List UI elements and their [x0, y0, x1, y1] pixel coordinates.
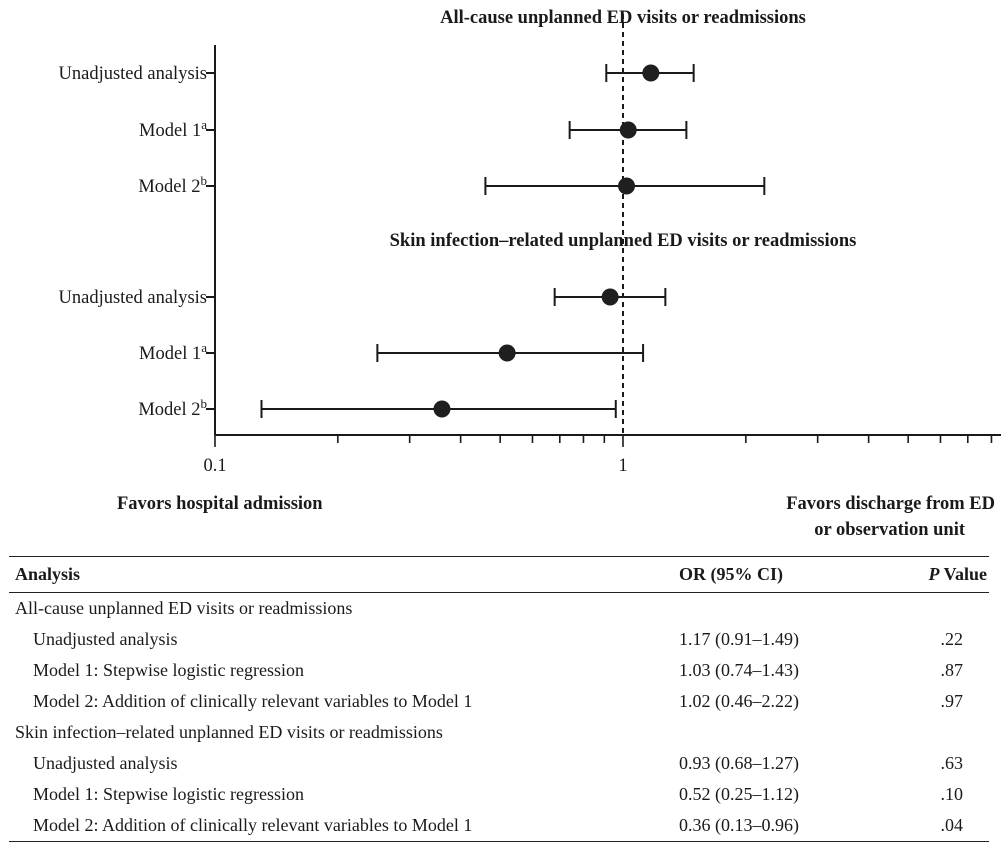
row-label-text: Unadjusted analysis — [59, 64, 208, 84]
x-tick-label: 1 — [618, 456, 627, 476]
row-analysis: Model 1: Stepwise logistic regression — [33, 784, 304, 804]
table-header-row: Analysis OR (95% CI) P Value — [9, 556, 989, 593]
row-or: 1.02 (0.46–2.22) — [679, 691, 799, 711]
row-label-superscript: b — [201, 173, 208, 188]
row-p: .04 — [864, 810, 989, 842]
section-title-skin-infection: Skin infection–related unplanned ED visi… — [15, 722, 443, 742]
or-point — [618, 177, 636, 195]
header-or: OR (95% CI) — [679, 556, 864, 593]
row-p: .22 — [940, 629, 964, 649]
table-section-row: All-cause unplanned ED visits or readmis… — [9, 593, 989, 625]
row-label-text: Model 1 — [139, 121, 201, 141]
header-p-word: Value — [939, 564, 987, 584]
table-row: Unadjusted analysis 0.93 (0.68–1.27) .63 — [9, 748, 989, 779]
or-point — [433, 400, 451, 418]
header-p-value: P Value — [864, 556, 989, 593]
row-or: 0.36 (0.13–0.96) — [679, 810, 864, 842]
row-label: Unadjusted analysis — [59, 64, 208, 84]
table-section-row: Skin infection–related unplanned ED visi… — [9, 717, 989, 748]
or-point — [601, 288, 619, 306]
row-label-text: Model 2 — [138, 400, 200, 420]
row-p: .87 — [940, 660, 964, 680]
table-row: Model 1: Stepwise logistic regression 0.… — [9, 779, 989, 810]
row-p: .97 — [940, 691, 964, 711]
row-label: Model 1a — [139, 340, 207, 364]
row-analysis: Unadjusted analysis — [33, 629, 178, 649]
row-label: Model 2b — [138, 396, 207, 420]
results-table-container: Analysis OR (95% CI) P Value All-cause u… — [9, 556, 989, 842]
row-label-superscript: a — [201, 340, 207, 355]
row-analysis: Model 1: Stepwise logistic regression — [33, 660, 304, 680]
or-point — [498, 344, 516, 362]
header-p-letter: P — [928, 564, 940, 584]
row-label-superscript: b — [201, 396, 208, 411]
table-row: Model 2: Addition of clinically relevant… — [9, 810, 989, 842]
section-title-all-cause: All-cause unplanned ED visits or readmis… — [15, 598, 353, 618]
row-p: .10 — [940, 784, 964, 804]
favor-right-label-line2: or observation unit — [814, 520, 966, 540]
table-row: Model 1: Stepwise logistic regression 1.… — [9, 655, 989, 686]
or-point — [619, 121, 637, 139]
row-or: 0.52 (0.25–1.12) — [679, 784, 799, 804]
group-title: Skin infection–related unplanned ED visi… — [390, 231, 857, 251]
table-row: Model 2: Addition of clinically relevant… — [9, 686, 989, 717]
favor-left-label: Favors hospital admission — [117, 494, 323, 514]
row-label: Model 2b — [138, 173, 207, 197]
row-label-text: Unadjusted analysis — [59, 288, 208, 308]
favor-right-label-line1: Favors discharge from ED — [786, 494, 995, 514]
row-analysis: Model 2: Addition of clinically relevant… — [9, 810, 679, 842]
row-analysis: Model 2: Addition of clinically relevant… — [33, 691, 473, 711]
row-or: 1.03 (0.74–1.43) — [679, 660, 799, 680]
results-table: Analysis OR (95% CI) P Value All-cause u… — [9, 556, 989, 842]
group-title: All-cause unplanned ED visits or readmis… — [440, 8, 806, 28]
row-or: 0.93 (0.68–1.27) — [679, 753, 799, 773]
row-label-text: Model 2 — [138, 177, 200, 197]
row-label-text: Model 1 — [139, 344, 201, 364]
or-point — [642, 64, 660, 82]
row-analysis: Unadjusted analysis — [33, 753, 178, 773]
header-analysis: Analysis — [9, 556, 679, 593]
forest-plot: 0.1110All-cause unplanned ED visits or r… — [59, 8, 1001, 540]
row-label: Model 1a — [139, 117, 207, 141]
row-p: .63 — [940, 753, 964, 773]
row-label-superscript: a — [201, 117, 207, 132]
row-label: Unadjusted analysis — [59, 288, 208, 308]
table-row: Unadjusted analysis 1.17 (0.91–1.49) .22 — [9, 624, 989, 655]
x-tick-label: 0.1 — [203, 456, 226, 476]
row-or: 1.17 (0.91–1.49) — [679, 629, 799, 649]
